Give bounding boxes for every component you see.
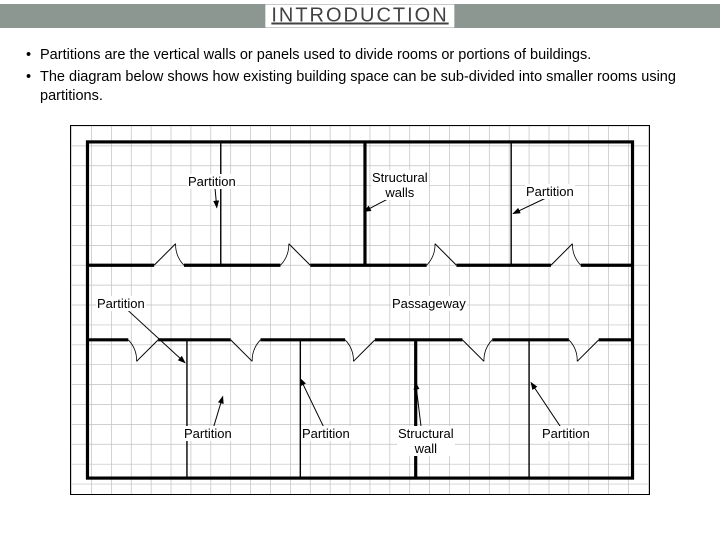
title-band: INTRODUCTION <box>0 4 720 28</box>
diagram-label: Partition <box>301 426 351 441</box>
diagram-label: Partition <box>183 426 233 441</box>
bullet-dot: • <box>26 46 40 66</box>
page-title: INTRODUCTION <box>265 5 454 28</box>
bullet-dot: • <box>26 68 40 107</box>
diagram-label: Partition <box>187 174 237 189</box>
diagram-label: Partition <box>525 184 575 199</box>
bullet-text: The diagram below shows how existing bui… <box>40 68 700 107</box>
diagram-label: Passageway <box>391 296 467 311</box>
bullet-text: Partitions are the vertical walls or pan… <box>40 46 591 66</box>
floor-plan-diagram: Partition Structuralwalls Partition Partiti… <box>70 125 650 495</box>
bullet-item: • The diagram below shows how existing b… <box>26 68 700 107</box>
diagram-label: Partition <box>541 426 591 441</box>
title-bar: INTRODUCTION <box>0 0 720 32</box>
diagram-container: Partition Structuralwalls Partition Partiti… <box>0 119 720 495</box>
diagram-label: Partition <box>96 296 146 311</box>
diagram-label: Structuralwall <box>397 426 455 456</box>
diagram-label: Structuralwalls <box>371 170 429 200</box>
bullet-item: • Partitions are the vertical walls or p… <box>26 46 700 66</box>
bullet-list: • Partitions are the vertical walls or p… <box>0 32 720 119</box>
